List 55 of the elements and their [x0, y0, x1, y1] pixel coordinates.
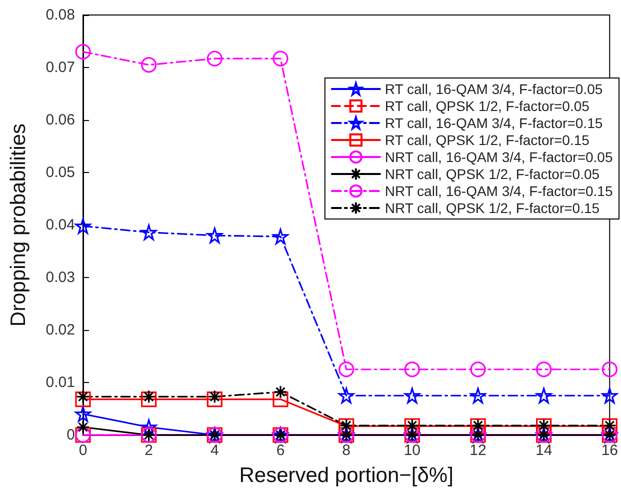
point	[536, 362, 552, 378]
x-axis-title: Reserved portion−[δ%]	[239, 464, 454, 487]
y-tick-label: 0.06	[46, 112, 75, 128]
x-tick-label: 16	[601, 442, 618, 459]
x-tick-label: 14	[535, 442, 552, 459]
point	[141, 57, 157, 73]
point	[206, 50, 222, 66]
point	[470, 388, 486, 404]
point	[76, 390, 90, 404]
point	[404, 362, 420, 378]
point	[272, 50, 288, 66]
x-tick-label: 12	[470, 442, 486, 459]
legend-label: RT call, 16-QAM 3/4, F-factor=0.15	[384, 115, 603, 131]
point	[141, 392, 157, 408]
point	[75, 392, 91, 408]
y-tick-label: 0	[66, 426, 75, 444]
point	[338, 362, 354, 378]
legend-label: NRT call, 16-QAM 3/4, F-factor=0.15	[384, 183, 613, 199]
legend-label: NRT call, QPSK 1/2, F-factor=0.05	[384, 166, 600, 182]
y-tick-label: 0.07	[46, 59, 75, 76]
legend-label: RT call, QPSK 1/2, F-factor=0.05	[384, 98, 590, 114]
point	[470, 362, 486, 378]
legend-label: NRT call, 16-QAM 3/4, F-factor=0.05	[384, 149, 613, 165]
point	[141, 419, 157, 435]
y-tick-label: 0.02	[46, 322, 75, 338]
x-tick-label: 4	[210, 442, 219, 459]
x-tick-label: 6	[276, 442, 285, 459]
y-tick-label: 0.04	[46, 216, 75, 234]
point	[338, 388, 354, 404]
y-tick-label: 0.01	[46, 374, 75, 391]
point	[75, 218, 91, 234]
legend-label: RT call, QPSK 1/2, F-factor=0.15	[384, 132, 590, 148]
y-tick-label: 0.03	[46, 269, 75, 286]
x-tick-label: 2	[144, 442, 154, 459]
legend-label: NRT call, QPSK 1/2, F-factor=0.15	[384, 200, 600, 216]
point	[272, 228, 288, 244]
point	[75, 44, 91, 60]
y-tick-label: 0.05	[46, 164, 75, 181]
y-axis-title: Dropping probabilities	[7, 123, 30, 327]
point	[142, 390, 156, 404]
point	[206, 228, 222, 244]
x-tick-label: 0	[78, 442, 88, 459]
point	[404, 388, 420, 404]
y-tick-label: 0.08	[46, 6, 75, 24]
point	[206, 392, 222, 408]
point	[274, 385, 288, 399]
point	[602, 388, 618, 404]
x-tick-label: 8	[342, 442, 350, 459]
legend-label: RT call, 16-QAM 3/4, F-factor=0.05	[384, 81, 603, 97]
point	[536, 388, 552, 404]
point	[208, 390, 222, 404]
point	[602, 362, 618, 378]
x-tick-label: 10	[404, 442, 421, 459]
point	[75, 406, 91, 422]
point	[141, 224, 157, 240]
